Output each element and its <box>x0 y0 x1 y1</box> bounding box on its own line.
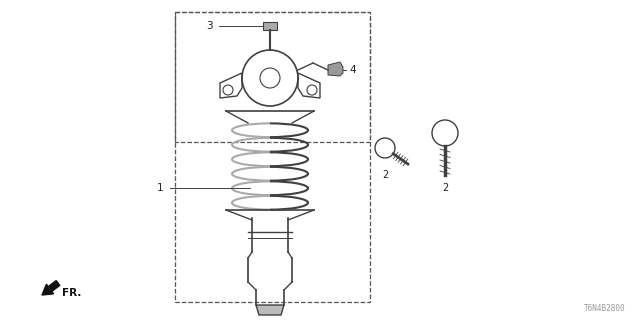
Text: 2: 2 <box>442 183 448 193</box>
Text: 2: 2 <box>382 170 388 180</box>
Bar <box>175 12 370 142</box>
Text: T6N4B2800: T6N4B2800 <box>584 304 625 313</box>
Polygon shape <box>328 62 343 76</box>
Text: 1: 1 <box>156 183 163 193</box>
Bar <box>263 22 277 30</box>
Text: FR.: FR. <box>62 288 81 298</box>
Bar <box>175 12 370 302</box>
Text: 3: 3 <box>206 21 213 31</box>
Text: 4: 4 <box>349 65 356 75</box>
FancyArrow shape <box>42 281 60 295</box>
Polygon shape <box>256 305 284 315</box>
